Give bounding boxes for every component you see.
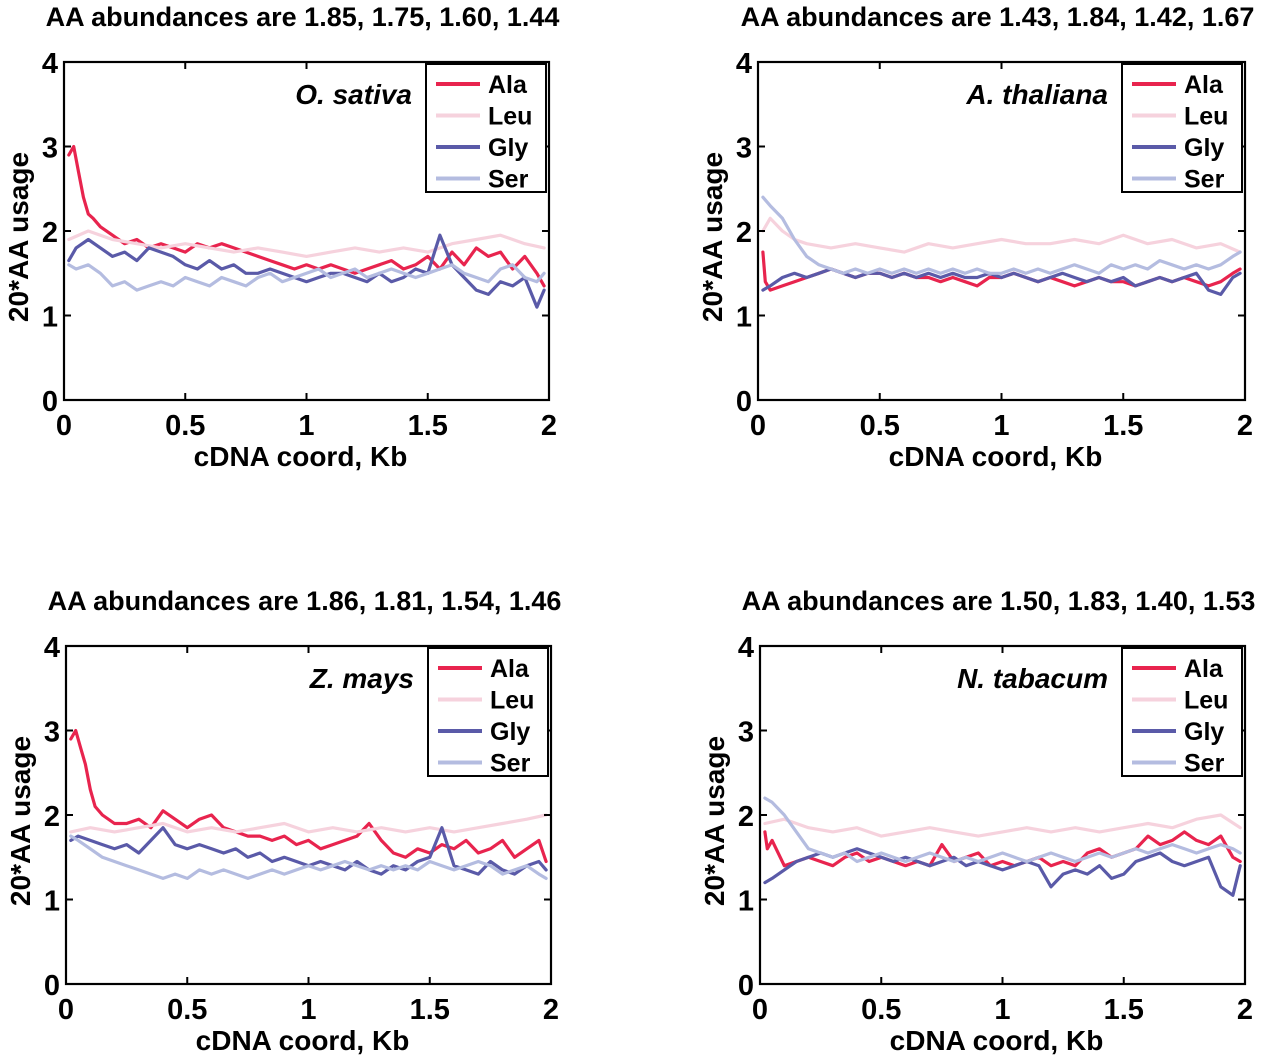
y-tick-label: 0 [42,386,58,418]
y-tick-label: 1 [42,302,58,334]
y-tick-label: 2 [44,801,60,833]
legend-label-leu: Leu [1184,687,1228,715]
species-annotation: O. sativa [295,79,412,110]
x-tick-label: 1 [298,410,314,442]
legend-label-leu: Leu [488,103,532,131]
legend-label-gly: Gly [1184,134,1224,162]
y-tick-label: 4 [736,48,752,80]
chart-panel: AA abundances are 1.85, 1.75, 1.60, 1.44… [3,2,559,472]
x-tick-label: 2 [543,994,559,1026]
series-line-ser [69,834,548,881]
series-line-ala [69,728,548,864]
x-tick-label: 0 [752,994,768,1026]
x-axis-label: cDNA coord, Kb [196,1025,410,1056]
legend-label-ala: Ala [1184,71,1224,99]
legend: Ala Leu Gly Ser [425,63,547,194]
series-group [67,144,546,309]
x-tick-label: 1 [994,994,1010,1026]
species-annotation: Z. mays [309,663,414,694]
legend-label-ser: Ser [1184,166,1225,194]
y-tick-label: 4 [738,632,754,664]
chart-title: AA abundances are 1.50, 1.83, 1.40, 1.53 [742,586,1256,616]
series-line-ser [763,796,1242,864]
series-line-gly [67,233,546,309]
legend-label-leu: Leu [1184,103,1228,131]
y-tick-label: 3 [738,717,754,749]
legend-label-ala: Ala [490,655,530,683]
x-tick-label: 1 [993,410,1009,442]
y-axis-label: 20*AA usage [3,152,34,322]
series-line-leu [67,229,546,258]
x-tick-label: 0.5 [165,410,205,442]
series-line-ala [763,830,1242,868]
series-group [761,195,1242,296]
y-tick-label: 3 [736,133,752,165]
legend-label-ser: Ser [490,750,531,778]
chart-title: AA abundances are 1.43, 1.84, 1.42, 1.67 [741,2,1255,32]
series-line-leu [761,216,1242,254]
y-tick-label: 4 [42,48,58,80]
legend-label-ala: Ala [1184,655,1224,683]
x-tick-label: 1 [300,994,316,1026]
legend: Ala Leu Gly Ser [427,647,549,778]
series-line-ser [67,263,546,292]
y-axis-label: 20*AA usage [697,152,728,322]
series-line-leu [69,813,548,834]
x-tick-label: 1.5 [410,994,450,1026]
legend: Ala Leu Gly Ser [1121,63,1243,194]
x-tick-label: 1.5 [1103,410,1143,442]
species-annotation: N. tabacum [957,663,1108,694]
series-group [69,728,548,881]
x-tick-label: 0 [58,994,74,1026]
species-annotation: A. thaliana [965,79,1108,110]
y-tick-label: 1 [44,886,60,918]
x-axis-label: cDNA coord, Kb [194,441,408,472]
chart-title: AA abundances are 1.85, 1.75, 1.60, 1.44 [46,2,560,32]
chart-panel: AA abundances are 1.43, 1.84, 1.42, 1.67… [697,2,1254,472]
legend-label-ser: Ser [1184,750,1225,778]
x-tick-label: 0 [750,410,766,442]
x-tick-label: 2 [1237,994,1253,1026]
legend-label-gly: Gly [488,134,528,162]
x-tick-label: 0.5 [167,994,207,1026]
y-tick-label: 0 [738,970,754,1002]
x-tick-label: 0 [56,410,72,442]
y-tick-label: 4 [44,632,60,664]
y-tick-label: 0 [736,386,752,418]
legend-label-gly: Gly [1184,718,1224,746]
chart-title: AA abundances are 1.86, 1.81, 1.54, 1.46 [48,586,562,616]
series-line-ser [761,195,1242,275]
chart-panel: AA abundances are 1.50, 1.83, 1.40, 1.53… [699,586,1255,1056]
y-tick-label: 3 [44,717,60,749]
legend-label-gly: Gly [490,718,530,746]
x-tick-label: 1.5 [1104,994,1144,1026]
y-axis-label: 20*AA usage [5,736,36,906]
x-tick-label: 0.5 [861,994,901,1026]
x-tick-label: 2 [1237,410,1253,442]
x-tick-label: 2 [541,410,557,442]
series-group [763,796,1242,897]
legend-label-leu: Leu [490,687,534,715]
series-line-leu [763,813,1242,838]
y-tick-label: 1 [736,302,752,334]
series-line-ala [67,144,546,288]
y-tick-label: 0 [44,970,60,1002]
x-tick-label: 0.5 [860,410,900,442]
chart-panel: AA abundances are 1.86, 1.81, 1.54, 1.46… [5,586,561,1056]
x-axis-label: cDNA coord, Kb [890,1025,1104,1056]
y-tick-label: 2 [736,217,752,249]
y-tick-label: 3 [42,133,58,165]
x-axis-label: cDNA coord, Kb [889,441,1103,472]
y-tick-label: 2 [738,801,754,833]
legend: Ala Leu Gly Ser [1121,647,1243,778]
legend-label-ser: Ser [488,166,529,194]
y-tick-label: 1 [738,886,754,918]
x-tick-label: 1.5 [408,410,448,442]
y-tick-label: 2 [42,217,58,249]
legend-label-ala: Ala [488,71,528,99]
y-axis-label: 20*AA usage [699,736,730,906]
